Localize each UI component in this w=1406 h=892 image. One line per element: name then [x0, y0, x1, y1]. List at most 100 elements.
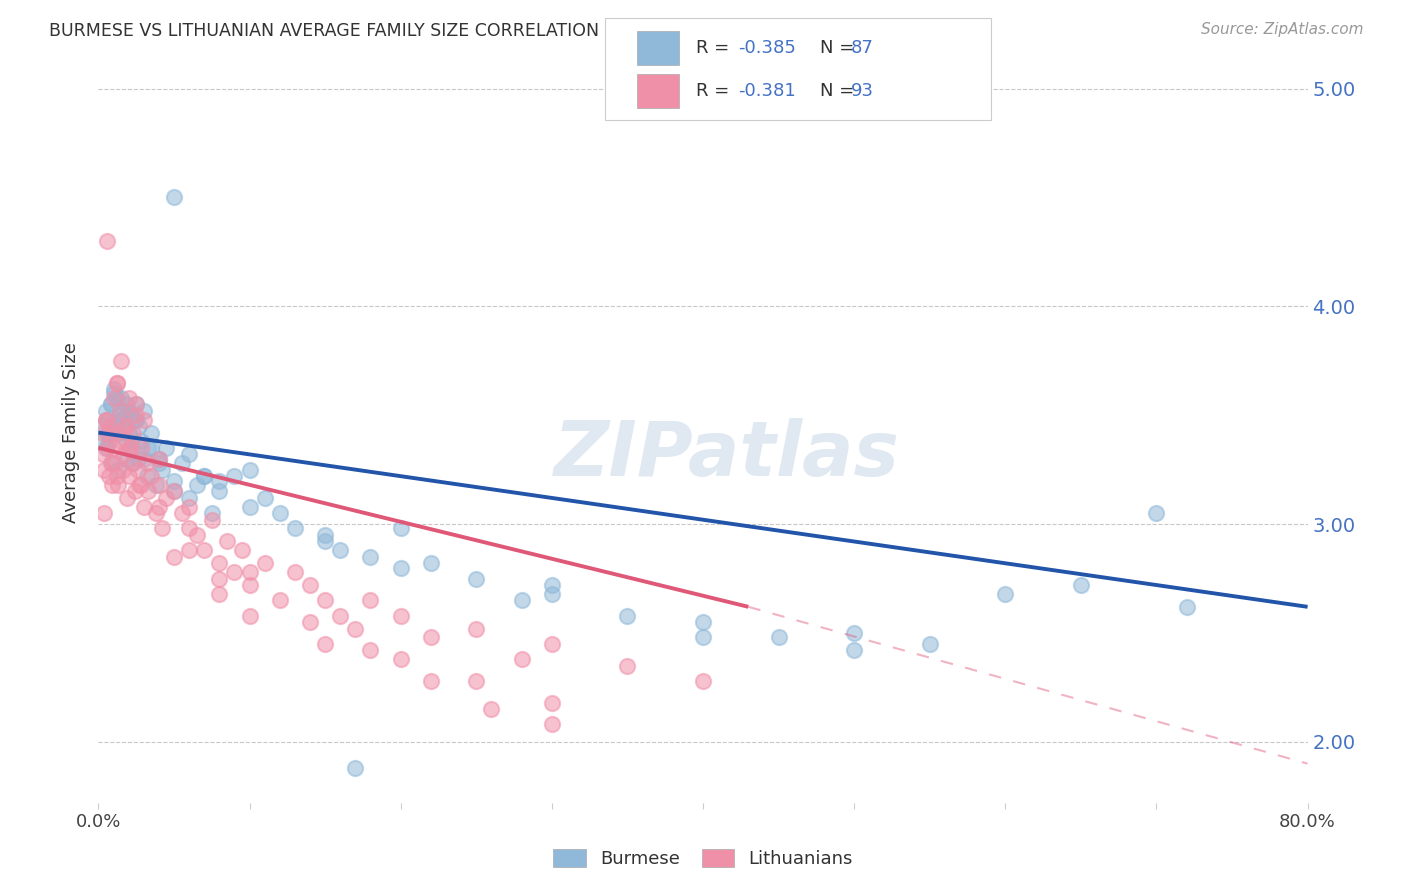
Point — [118, 469, 141, 483]
Point — [1070, 578, 1092, 592]
Text: 93: 93 — [851, 82, 873, 100]
Point — [96, 425, 118, 440]
Point — [844, 643, 866, 657]
Point — [107, 462, 129, 476]
Point — [91, 434, 114, 449]
Point — [201, 513, 224, 527]
Point — [103, 382, 125, 396]
Point — [179, 491, 201, 505]
Text: 87: 87 — [851, 38, 873, 56]
Point — [215, 534, 238, 549]
Point — [389, 560, 412, 574]
Point — [239, 500, 262, 514]
Point — [540, 717, 562, 731]
Point — [163, 484, 186, 499]
Point — [465, 673, 488, 688]
Point — [208, 556, 231, 570]
Point — [91, 419, 114, 434]
Point — [124, 412, 146, 426]
Point — [420, 630, 443, 644]
Point — [1144, 506, 1167, 520]
Point — [269, 593, 291, 607]
Point — [616, 608, 638, 623]
Point — [115, 451, 138, 466]
Point — [110, 391, 132, 405]
Point — [100, 419, 122, 434]
Point — [101, 478, 124, 492]
Point — [96, 412, 118, 426]
Point — [108, 408, 131, 422]
Text: R =: R = — [696, 82, 735, 100]
Point — [136, 484, 159, 499]
Point — [118, 404, 141, 418]
Point — [344, 761, 367, 775]
Point — [103, 391, 125, 405]
Point — [540, 587, 562, 601]
Point — [155, 491, 177, 505]
Point — [128, 419, 150, 434]
Point — [314, 593, 336, 607]
Text: N =: N = — [820, 82, 859, 100]
Point — [101, 456, 124, 470]
Point — [125, 412, 148, 426]
Point — [253, 556, 276, 570]
Point — [98, 425, 121, 440]
Point — [114, 434, 136, 449]
Point — [121, 456, 143, 470]
Point — [100, 397, 122, 411]
Point — [692, 673, 714, 688]
Point — [135, 456, 157, 470]
Point — [148, 456, 170, 470]
Point — [108, 425, 131, 440]
Point — [269, 506, 291, 520]
Point — [420, 556, 443, 570]
Point — [994, 587, 1017, 601]
Point — [114, 397, 136, 411]
Point — [107, 478, 129, 492]
Point — [284, 521, 307, 535]
Point — [193, 543, 215, 558]
Point — [208, 484, 231, 499]
Point — [148, 451, 170, 466]
Point — [239, 462, 262, 476]
Point — [224, 469, 246, 483]
Point — [103, 441, 125, 455]
Point — [170, 456, 193, 470]
Point — [465, 572, 488, 586]
Text: BURMESE VS LITHUANIAN AVERAGE FAMILY SIZE CORRELATION CHART: BURMESE VS LITHUANIAN AVERAGE FAMILY SIZ… — [49, 22, 664, 40]
Point — [208, 572, 231, 586]
Point — [540, 578, 562, 592]
Point — [145, 506, 167, 520]
Point — [103, 386, 125, 401]
Point — [111, 462, 134, 476]
Point — [170, 506, 193, 520]
Point — [148, 451, 170, 466]
Point — [110, 434, 132, 449]
Point — [104, 419, 127, 434]
Point — [360, 549, 382, 564]
Point — [420, 673, 443, 688]
Point — [105, 376, 128, 390]
Point — [208, 587, 231, 601]
Point — [91, 447, 114, 461]
Point — [465, 622, 488, 636]
Point — [148, 500, 170, 514]
Point — [299, 615, 322, 629]
Point — [108, 404, 131, 418]
Point — [96, 441, 118, 455]
Point — [141, 441, 163, 455]
Point — [314, 637, 336, 651]
Point — [768, 630, 790, 644]
Point — [118, 441, 141, 455]
Point — [105, 469, 128, 483]
Point — [239, 608, 262, 623]
Point — [112, 404, 135, 418]
Point — [110, 353, 132, 368]
Point — [224, 565, 246, 579]
Text: R =: R = — [696, 38, 735, 56]
Point — [122, 425, 145, 440]
Point — [115, 491, 138, 505]
Point — [110, 412, 132, 426]
Point — [100, 397, 122, 411]
Point — [329, 608, 352, 623]
